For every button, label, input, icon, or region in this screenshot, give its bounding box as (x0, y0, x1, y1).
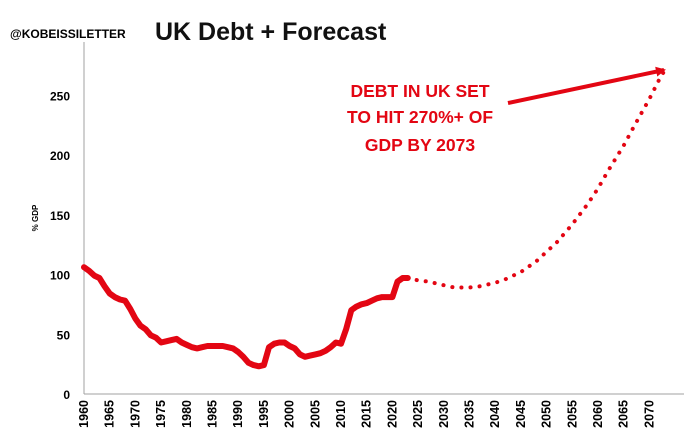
x-tick-label: 1975 (154, 400, 168, 428)
x-tick-label: 2010 (334, 400, 348, 428)
x-tick-label: 2070 (642, 400, 656, 428)
annotation-arrow (507, 66, 666, 105)
historical-line (81, 264, 411, 370)
x-tick-label: 1965 (103, 400, 117, 428)
y-tick-label: 50 (57, 328, 71, 342)
x-tick-label: 2040 (488, 400, 502, 428)
y-tick-label: 200 (50, 149, 70, 163)
x-tick-label: 2015 (360, 400, 374, 428)
x-tick-label: 2030 (437, 400, 451, 428)
annotation-text: GDP BY 2073 (365, 135, 476, 155)
x-tick-label: 2035 (463, 400, 477, 428)
x-tick-label: 2050 (540, 400, 554, 428)
account-handle: @KOBEISSILETTER (10, 27, 126, 41)
y-tick-label: 100 (50, 269, 70, 283)
x-tick-label: 2005 (308, 400, 322, 428)
annotation-text: TO HIT 270%+ OF (347, 107, 493, 127)
x-tick-label: 1960 (77, 400, 91, 428)
y-axis-label: % GDP (31, 204, 40, 231)
x-tick-label: 2045 (514, 400, 528, 428)
forecast-line (405, 68, 667, 290)
x-tick-label: 2020 (385, 400, 399, 428)
x-tick-label: 2025 (411, 400, 425, 428)
x-tick-label: 1970 (128, 400, 142, 428)
chart-title: UK Debt + Forecast (155, 18, 387, 46)
y-tick-label: 250 (50, 90, 70, 104)
x-tick-label: 2055 (565, 400, 579, 428)
x-tick-label: 2060 (591, 400, 605, 428)
x-tick-label: 2000 (283, 400, 297, 428)
annotation-text: DEBT IN UK SET (350, 81, 489, 101)
x-tick-label: 1990 (231, 400, 245, 428)
x-tick-label: 1995 (257, 400, 271, 428)
x-tick-label: 1985 (206, 400, 220, 428)
x-tick-label: 2065 (617, 400, 631, 428)
y-tick-label: 150 (50, 209, 70, 223)
x-tick-label: 1980 (180, 400, 194, 428)
y-tick-label: 0 (63, 388, 70, 402)
